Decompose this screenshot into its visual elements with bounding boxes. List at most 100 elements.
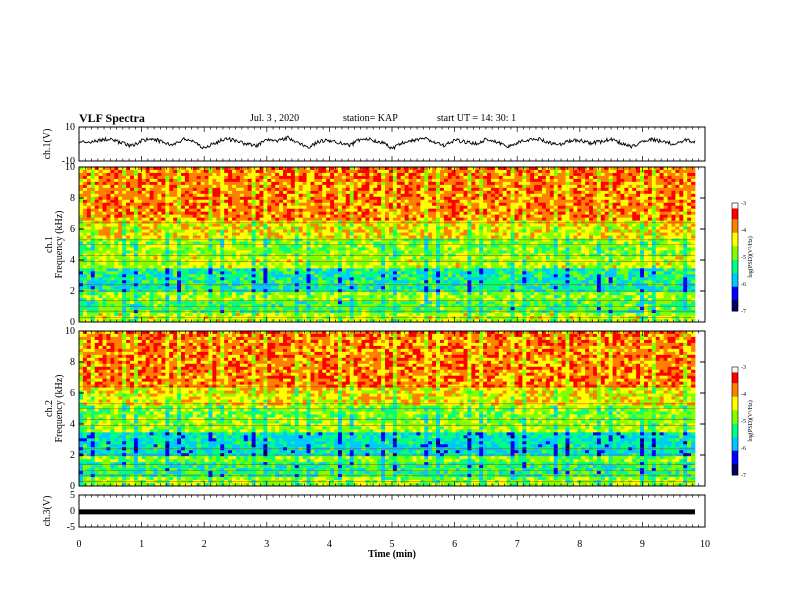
- ch1-spec-cell: [620, 167, 625, 171]
- ch1-spec-cell: [251, 214, 256, 219]
- ch1-spec-cell: [663, 226, 668, 230]
- ch1-spec-cell: [608, 184, 613, 189]
- ch1-spec-cell: [192, 223, 198, 228]
- ch1-spec-cell: [455, 235, 460, 239]
- ch1-spec-cell: [334, 214, 339, 219]
- ch1-spec-cell: [133, 247, 139, 251]
- ch1-spec-cell: [345, 214, 351, 219]
- ch1-spec-cell: [224, 169, 229, 174]
- ch1-spec-cell: [326, 190, 331, 195]
- ch1-spec-cell: [330, 250, 335, 254]
- ch1-spec-cell: [110, 181, 115, 186]
- ch1-spec-cell: [479, 167, 484, 171]
- ch1-spec-cell: [173, 202, 178, 207]
- ch1-spec-cell: [349, 196, 355, 201]
- ch1-spec-cell: [204, 241, 209, 245]
- ch1-spec-cell: [589, 205, 594, 210]
- ch1-spec-cell: [122, 229, 127, 233]
- ch1-spec-cell: [483, 184, 488, 189]
- ch1-spec-cell: [204, 172, 209, 177]
- ch1-spec-cell: [498, 184, 504, 189]
- ch1-spec-cell: [557, 223, 562, 228]
- ch1-spec-cell: [443, 229, 449, 233]
- ch1-spec-cell: [365, 178, 370, 183]
- ch1-spec-cell: [208, 256, 213, 260]
- ch1-spec-cell: [451, 223, 457, 228]
- ch1-spec-cell: [357, 226, 362, 230]
- ch1-spec-cell: [628, 190, 633, 195]
- ch1-spec-cell: [506, 226, 511, 230]
- ch1-spec-cell: [592, 247, 598, 251]
- ch1-spec-cell: [228, 211, 233, 216]
- ch1-spec-cell: [255, 199, 260, 204]
- ch1-spec-cell: [455, 241, 460, 245]
- ch1-spec-cell: [188, 202, 194, 207]
- ch1-spec-cell: [632, 187, 637, 192]
- ch1-spec-cell: [137, 202, 143, 207]
- ch1-spec-cell: [490, 208, 496, 213]
- ch1-spec-cell: [494, 214, 500, 219]
- ch1-spec-cell: [251, 217, 256, 222]
- ch1-spec-cell: [239, 238, 245, 242]
- ch1-spec-cell: [628, 214, 633, 219]
- ch1-spec-cell: [318, 256, 323, 260]
- ch1-spec-cell: [636, 187, 641, 192]
- ch1-spec-cell: [133, 259, 139, 263]
- ch1-spec-cell: [290, 232, 296, 236]
- ch1-spec-cell: [188, 259, 194, 263]
- ch1-spec-cell: [161, 169, 166, 174]
- ch1-spec-cell: [592, 196, 598, 201]
- ch1-spec-cell: [165, 202, 170, 207]
- ch1-spec-cell: [314, 223, 319, 228]
- ch1-spec-cell: [640, 193, 645, 198]
- ch1-spec-cell: [443, 196, 449, 201]
- ch1-spec-cell: [467, 244, 472, 248]
- ch1-spec-cell: [361, 205, 366, 210]
- ch1-spec-cell: [94, 241, 100, 245]
- ch1-spec-cell: [110, 241, 115, 245]
- ch1-spec-cell: [255, 175, 260, 180]
- ch1-spec-cell: [663, 220, 668, 225]
- ch1-spec-cell: [573, 172, 578, 177]
- ch1-spec-cell: [169, 202, 174, 207]
- ch1-spec-cell: [353, 244, 358, 248]
- ch1-spec-cell: [369, 250, 374, 254]
- ch1-spec-cell: [671, 232, 676, 236]
- ch1-spec-cell: [498, 244, 504, 248]
- ch1-spec-cell: [353, 184, 358, 189]
- ch1-spec-cell: [369, 181, 374, 186]
- ch1-spec-cell: [467, 178, 472, 183]
- ch1-spec-cell: [279, 196, 284, 201]
- ch1-spec-cell: [612, 217, 617, 222]
- ch1-spec-cell: [549, 220, 555, 225]
- ch1-spec-cell: [161, 208, 166, 213]
- ch1-spec-cell: [294, 172, 300, 177]
- ch1-spec-cell: [228, 256, 233, 260]
- ch1-spec-cell: [224, 167, 229, 171]
- ch1-spec-cell: [643, 202, 649, 207]
- ch1-spec-cell: [235, 217, 241, 222]
- ch1-spec-cell: [651, 208, 657, 213]
- ch1-spec-cell: [620, 211, 625, 216]
- ch1-spec-cell: [334, 172, 339, 177]
- ch1-spec-cell: [94, 184, 100, 189]
- ch1-spec-cell: [608, 256, 613, 260]
- ch1-spec-cell: [659, 208, 664, 213]
- ch1-spec-cell: [353, 169, 358, 174]
- ch1-spec-cell: [86, 247, 92, 251]
- ch1-spec-cell: [353, 196, 358, 201]
- ch1-spec-cell: [228, 244, 233, 248]
- ch1-spec-cell: [349, 205, 355, 210]
- ch1-spec-cell: [196, 193, 202, 198]
- ch1-spec-cell: [443, 256, 449, 260]
- ch1-spec-cell: [388, 205, 394, 210]
- ch1-spec-cell: [306, 196, 311, 201]
- ch1-spec-cell: [82, 235, 88, 239]
- ch1-spec-cell: [400, 226, 406, 230]
- ch1-spec-cell: [565, 190, 570, 195]
- ch1-spec-cell: [204, 175, 209, 180]
- ch1-spec-cell: [436, 208, 441, 213]
- ch1-spec-cell: [145, 244, 151, 248]
- ch1-spec-cell: [200, 187, 205, 192]
- ch1-spec-cell: [596, 196, 602, 201]
